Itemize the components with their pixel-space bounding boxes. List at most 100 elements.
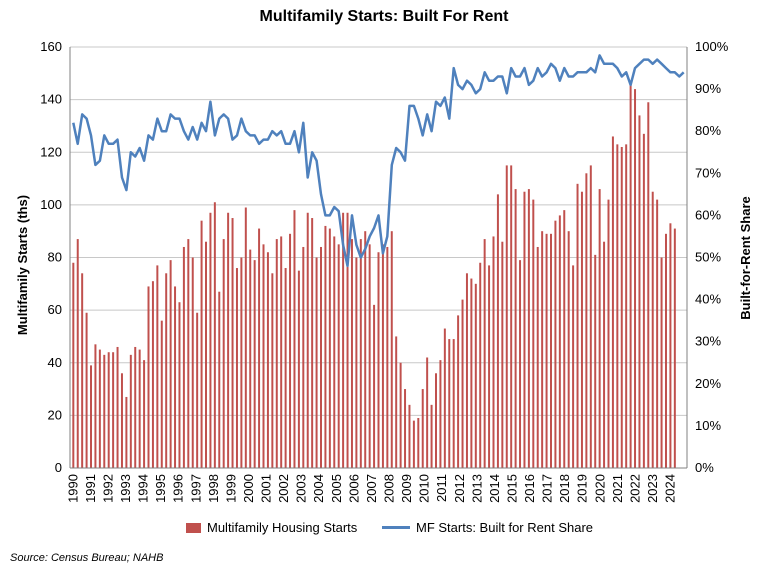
- right-tick-label: 10%: [695, 418, 721, 433]
- bar: [187, 239, 190, 468]
- bar: [373, 304, 376, 468]
- bar: [218, 291, 221, 468]
- bar: [262, 244, 265, 468]
- x-tick-label: 2007: [364, 474, 379, 503]
- x-tick-label: 1991: [83, 474, 98, 503]
- x-tick-label: 2002: [276, 474, 291, 503]
- bar: [90, 365, 93, 468]
- legend-swatch-bars: [186, 522, 201, 533]
- bar: [85, 312, 88, 468]
- left-tick-label: 40: [48, 355, 62, 370]
- bar: [474, 283, 477, 468]
- axes: [69, 47, 688, 469]
- bar: [297, 270, 300, 468]
- bar: [629, 81, 632, 469]
- bar: [320, 246, 322, 468]
- x-tick-label: 2019: [575, 474, 590, 503]
- bar: [549, 233, 552, 468]
- left-tick-label: 140: [40, 92, 62, 107]
- bar: [125, 396, 128, 468]
- bar: [235, 268, 238, 468]
- bar: [452, 339, 455, 468]
- bar: [669, 223, 672, 468]
- bar: [94, 344, 97, 468]
- bar: [536, 246, 539, 468]
- x-tick-label: 1997: [188, 474, 203, 503]
- bar: [594, 254, 597, 468]
- bar: [585, 173, 588, 469]
- bar: [364, 231, 367, 468]
- bar: [98, 349, 101, 468]
- right-tick-label: 90%: [695, 81, 721, 96]
- bar: [541, 231, 544, 468]
- bar: [165, 273, 168, 468]
- right-tick-label: 30%: [695, 334, 721, 349]
- bar: [598, 189, 601, 468]
- chart-title: Multifamily Starts: Built For Rent: [259, 8, 509, 25]
- bar: [589, 165, 592, 468]
- x-tick-label: 2017: [540, 474, 555, 503]
- x-tick-label: 2003: [294, 474, 309, 503]
- legend-swatch-line: [382, 526, 410, 529]
- bar: [107, 352, 110, 468]
- bar: [143, 360, 146, 468]
- bar: [426, 357, 429, 468]
- right-tick-label: 0%: [695, 460, 714, 475]
- bar: [439, 360, 442, 468]
- bar: [620, 146, 623, 469]
- x-tick-label: 1998: [206, 474, 221, 503]
- left-tick-label: 160: [40, 39, 62, 54]
- left-tick-label: 60: [48, 302, 62, 317]
- bar: [523, 191, 526, 468]
- bar: [580, 191, 583, 468]
- bar: [337, 244, 340, 468]
- bar: [470, 278, 473, 468]
- x-tick-label: 1999: [223, 474, 238, 503]
- bar: [603, 241, 606, 468]
- bar: [191, 257, 194, 468]
- bar: [342, 212, 345, 468]
- bar: [284, 268, 287, 468]
- bar: [430, 404, 433, 468]
- source-note: Source: Census Bureau; NAHB: [10, 552, 164, 564]
- bar: [174, 286, 177, 468]
- bar: [496, 194, 499, 468]
- right-tick-label: 20%: [695, 376, 721, 391]
- bar: [266, 252, 269, 468]
- bar: [435, 373, 437, 468]
- bar: [651, 191, 654, 468]
- bar: [558, 215, 561, 468]
- bar: [156, 265, 159, 468]
- right-tick-label: 40%: [695, 292, 721, 307]
- bar: [607, 199, 610, 469]
- bar: [479, 262, 482, 468]
- left-tick-label: 20: [48, 407, 62, 422]
- x-tick-label: 2006: [346, 474, 361, 503]
- bar: [408, 404, 411, 468]
- bar: [642, 133, 645, 469]
- bar: [333, 236, 336, 468]
- bar: [134, 346, 137, 468]
- bar: [112, 352, 115, 468]
- bar: [182, 246, 185, 468]
- bar: [567, 231, 570, 468]
- left-tick-label: 100: [40, 197, 62, 212]
- bar: [421, 389, 424, 468]
- bar: [616, 144, 619, 468]
- bar: [200, 220, 203, 468]
- bar: [231, 218, 234, 468]
- bar-series: [72, 81, 676, 469]
- bar: [545, 233, 548, 468]
- x-tick-label: 1994: [136, 474, 151, 503]
- y-axis-label-left: Multifamily Starts (ths): [15, 195, 30, 335]
- legend-label-bars: Multifamily Housing Starts: [207, 520, 358, 535]
- bar: [412, 420, 415, 468]
- x-tick-label: 1996: [171, 474, 186, 503]
- bar: [311, 218, 314, 468]
- bar: [634, 89, 637, 468]
- bar: [293, 210, 296, 468]
- bar: [554, 220, 557, 468]
- bar: [315, 257, 318, 468]
- x-tick-label: 2015: [505, 474, 520, 503]
- x-tick-label: 2020: [592, 474, 607, 503]
